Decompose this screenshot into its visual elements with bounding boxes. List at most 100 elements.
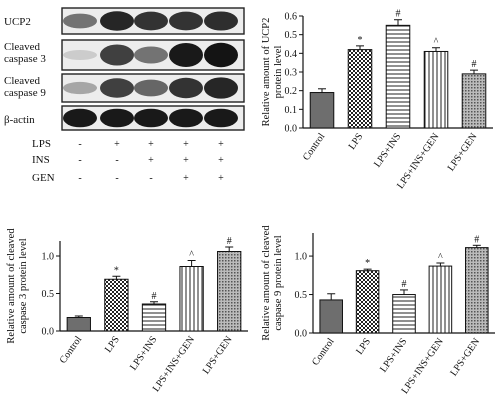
- treatment-mark: +: [148, 155, 154, 166]
- significance-mark: #: [402, 279, 407, 290]
- x-tick-label: LPS: [347, 131, 366, 151]
- x-tick-label: Control: [301, 131, 328, 163]
- treatment-mark: +: [218, 155, 224, 166]
- blot-band: [63, 81, 97, 95]
- treatment-mark: -: [115, 155, 118, 166]
- treatment-mark: -: [115, 173, 118, 184]
- significance-mark: ^: [438, 252, 443, 263]
- y-tick-label: 0.6: [285, 12, 298, 23]
- y-tick-label: 0.0: [295, 329, 308, 340]
- y-tick-label: 0.0: [285, 124, 298, 135]
- significance-mark: ^: [434, 37, 439, 48]
- blot-label: Cleaved caspase 9: [4, 75, 46, 99]
- bar: [392, 294, 416, 334]
- blot-label: β-actin: [4, 114, 35, 126]
- bar: [104, 278, 129, 332]
- treatment-mark: +: [148, 139, 154, 150]
- blot-band: [169, 11, 203, 31]
- treatment-label: INS: [32, 154, 50, 166]
- significance-mark: *: [358, 35, 363, 46]
- bar: [428, 265, 453, 334]
- blot-band: [204, 42, 238, 68]
- treatment-mark: +: [218, 173, 224, 184]
- y-tick-label: 0.5: [285, 30, 298, 41]
- blot-band: [169, 77, 203, 99]
- blot-band: [134, 79, 168, 97]
- treatment-mark: -: [149, 173, 152, 184]
- blot-band: [204, 11, 238, 31]
- treatment-mark: -: [78, 155, 81, 166]
- treatment-mark: -: [78, 139, 81, 150]
- significance-mark: #: [472, 59, 477, 70]
- treatment-mark: -: [78, 173, 81, 184]
- x-tick-label: LPS+INS: [372, 131, 403, 169]
- blot-band: [63, 13, 97, 29]
- treatment-mark: +: [218, 139, 224, 150]
- treatment-mark: +: [114, 139, 120, 150]
- bar: [355, 270, 380, 334]
- y-tick-label: 0.4: [285, 49, 298, 60]
- bar: [217, 251, 242, 332]
- y-tick-label: 1.0: [42, 252, 55, 263]
- western-blot-panel: UCP2 Cleaved caspase 3 Cleaved caspase 9 β-ac…: [4, 7, 245, 184]
- x-tick-label: LPS+GEN: [201, 334, 235, 376]
- x-tick-label: LPS+INS: [128, 334, 159, 372]
- treatment-mark: +: [183, 173, 189, 184]
- x-tick-label: Control: [310, 336, 337, 368]
- y-tick-label: 0.2: [285, 86, 298, 97]
- x-tick-label: LPS+INS+GEN: [395, 131, 441, 191]
- bar: [309, 92, 335, 129]
- x-tick-label: LPS: [103, 334, 122, 354]
- blot-band: [100, 11, 134, 31]
- blot-band: [204, 77, 238, 99]
- blot-band: [100, 44, 134, 66]
- significance-mark: #: [227, 236, 232, 247]
- bar: [141, 303, 167, 332]
- blot-band: [100, 78, 134, 98]
- blot-band: [169, 108, 203, 128]
- bar: [465, 247, 489, 334]
- blot-band: [134, 46, 168, 64]
- cleaved-caspase-3-bar-chart: 0.0 0.5 1.0 Relative amount of cleavedcaspa…: [6, 228, 248, 394]
- significance-mark: #: [396, 9, 401, 20]
- y-tick-label: 1.0: [295, 252, 308, 263]
- significance-mark: ^: [189, 250, 194, 261]
- bar: [319, 299, 343, 334]
- blot-label: Cleaved caspase 3: [4, 41, 46, 65]
- treatment-label: LPS: [32, 138, 51, 150]
- y-axis-label: Relative amount of cleavedcaspase 3 prot…: [6, 228, 29, 344]
- y-tick-label: 0.1: [285, 105, 298, 116]
- x-tick-label: LPS+GEN: [448, 336, 482, 378]
- bar: [347, 49, 373, 129]
- treatment-mark: +: [183, 139, 189, 150]
- bar: [179, 266, 204, 332]
- significance-mark: #: [474, 234, 479, 245]
- bar: [385, 24, 411, 129]
- x-tick-label: LPS+GEN: [446, 131, 480, 173]
- y-tick-label: 0.0: [42, 327, 55, 338]
- y-axis-label: Relative amount of cleavedcaspase 9 prot…: [261, 225, 284, 341]
- bar: [66, 317, 91, 332]
- x-tick-label: LPS+INS: [378, 336, 409, 374]
- blot-band: [169, 43, 203, 67]
- blot-band: [134, 11, 168, 31]
- x-tick-label: Control: [58, 334, 85, 366]
- blot-label: UCP2: [4, 16, 31, 28]
- blot-band: [63, 108, 97, 128]
- blot-band: [134, 108, 168, 128]
- significance-mark: *: [365, 258, 370, 269]
- x-tick-label: LPS+INS+GEN: [151, 334, 197, 394]
- x-tick-label: LPS: [354, 336, 373, 356]
- bar: [461, 73, 487, 129]
- treatment-mark: +: [183, 155, 189, 166]
- bar: [423, 50, 449, 129]
- significance-mark: #: [152, 291, 157, 302]
- y-tick-label: 0.5: [295, 290, 308, 301]
- y-tick-label: 0.5: [42, 289, 55, 300]
- y-tick-label: 0.3: [285, 68, 298, 79]
- blot-band: [63, 50, 97, 60]
- blot-band: [100, 108, 134, 128]
- cleaved-caspase-9-bar-chart: 0.0 0.5 1.0 Relative amount of cleavedcaspa…: [261, 225, 495, 396]
- treatment-label: GEN: [32, 172, 55, 184]
